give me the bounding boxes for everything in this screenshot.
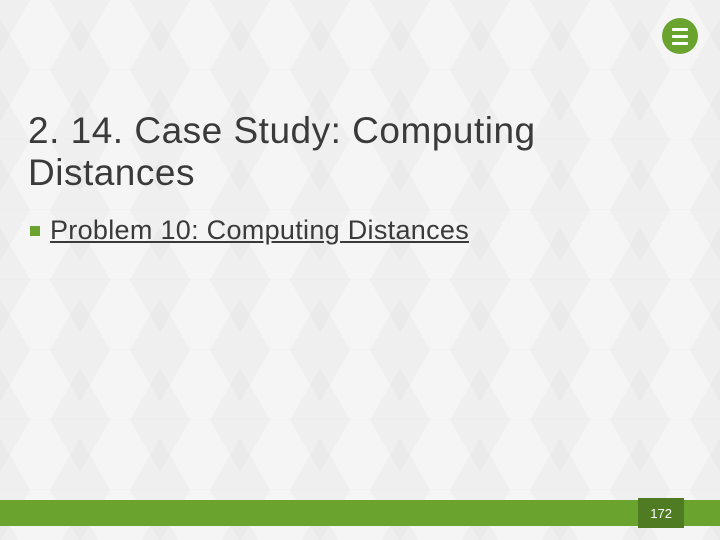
menu-bar-line — [672, 28, 688, 31]
menu-bar-line — [672, 35, 688, 38]
menu-icon[interactable] — [662, 18, 698, 54]
page-number: 172 — [650, 506, 672, 521]
bullet-item: Problem 10: Computing Distances — [30, 215, 469, 246]
menu-bar-line — [672, 42, 688, 45]
bullet-square-icon — [30, 226, 40, 236]
problem-link[interactable]: Problem 10: Computing Distances — [50, 215, 469, 246]
footer-accent-bar — [0, 500, 720, 526]
page-number-badge: 172 — [638, 498, 684, 528]
slide-title: 2. 14. Case Study: Computing Distances — [28, 110, 700, 194]
